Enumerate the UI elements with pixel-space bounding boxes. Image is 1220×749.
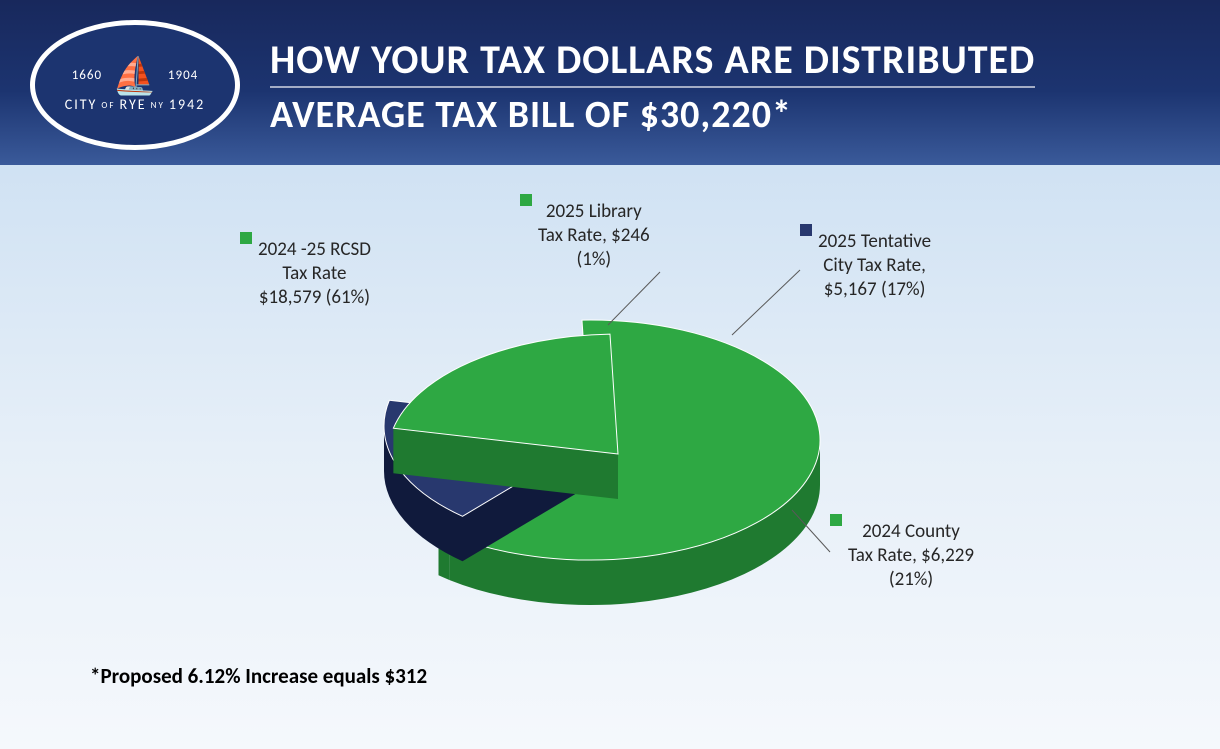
marker-library bbox=[520, 194, 532, 206]
seal-years: 1660 ⛵ 1904 bbox=[72, 58, 199, 94]
footnote: *Proposed 6.12% Increase equals $312 bbox=[90, 663, 427, 689]
label-library: 2025 Library Tax Rate, $246 (1%) bbox=[520, 200, 650, 271]
header: 1660 ⛵ 1904 CITY OF RYE NY 1942 HOW YOUR… bbox=[0, 0, 1220, 165]
seal-year-right: 1904 bbox=[168, 68, 198, 83]
city-seal: 1660 ⛵ 1904 CITY OF RYE NY 1942 bbox=[30, 20, 240, 150]
label-library-line3: (1%) bbox=[538, 248, 650, 272]
pie-svg bbox=[340, 270, 900, 650]
marker-rcsd bbox=[240, 232, 252, 244]
slide: 1660 ⛵ 1904 CITY OF RYE NY 1942 HOW YOUR… bbox=[0, 0, 1220, 749]
page-subtitle: AVERAGE TAX BILL OF $30,220* bbox=[270, 92, 1035, 138]
pie-chart bbox=[340, 270, 900, 655]
page-title: HOW YOUR TAX DOLLARS ARE DISTRIBUTED bbox=[270, 35, 1035, 88]
ship-icon: ⛵ bbox=[112, 58, 158, 94]
seal-city-text: CITY OF RYE NY 1942 bbox=[65, 96, 206, 113]
seal-year-left: 1660 bbox=[72, 68, 102, 83]
title-block: HOW YOUR TAX DOLLARS ARE DISTRIBUTED AVE… bbox=[270, 35, 1035, 138]
label-library-line2: Tax Rate, $246 bbox=[538, 224, 650, 248]
marker-city bbox=[800, 224, 812, 236]
label-city-line1: 2025 Tentative bbox=[818, 230, 931, 253]
chart-area: 2024 -25 RCSD Tax Rate $18,579 (61%) 202… bbox=[0, 180, 1220, 660]
label-library-line1: 2025 Library bbox=[546, 200, 642, 223]
label-rcsd-line1: 2024 -25 RCSD bbox=[258, 238, 371, 261]
